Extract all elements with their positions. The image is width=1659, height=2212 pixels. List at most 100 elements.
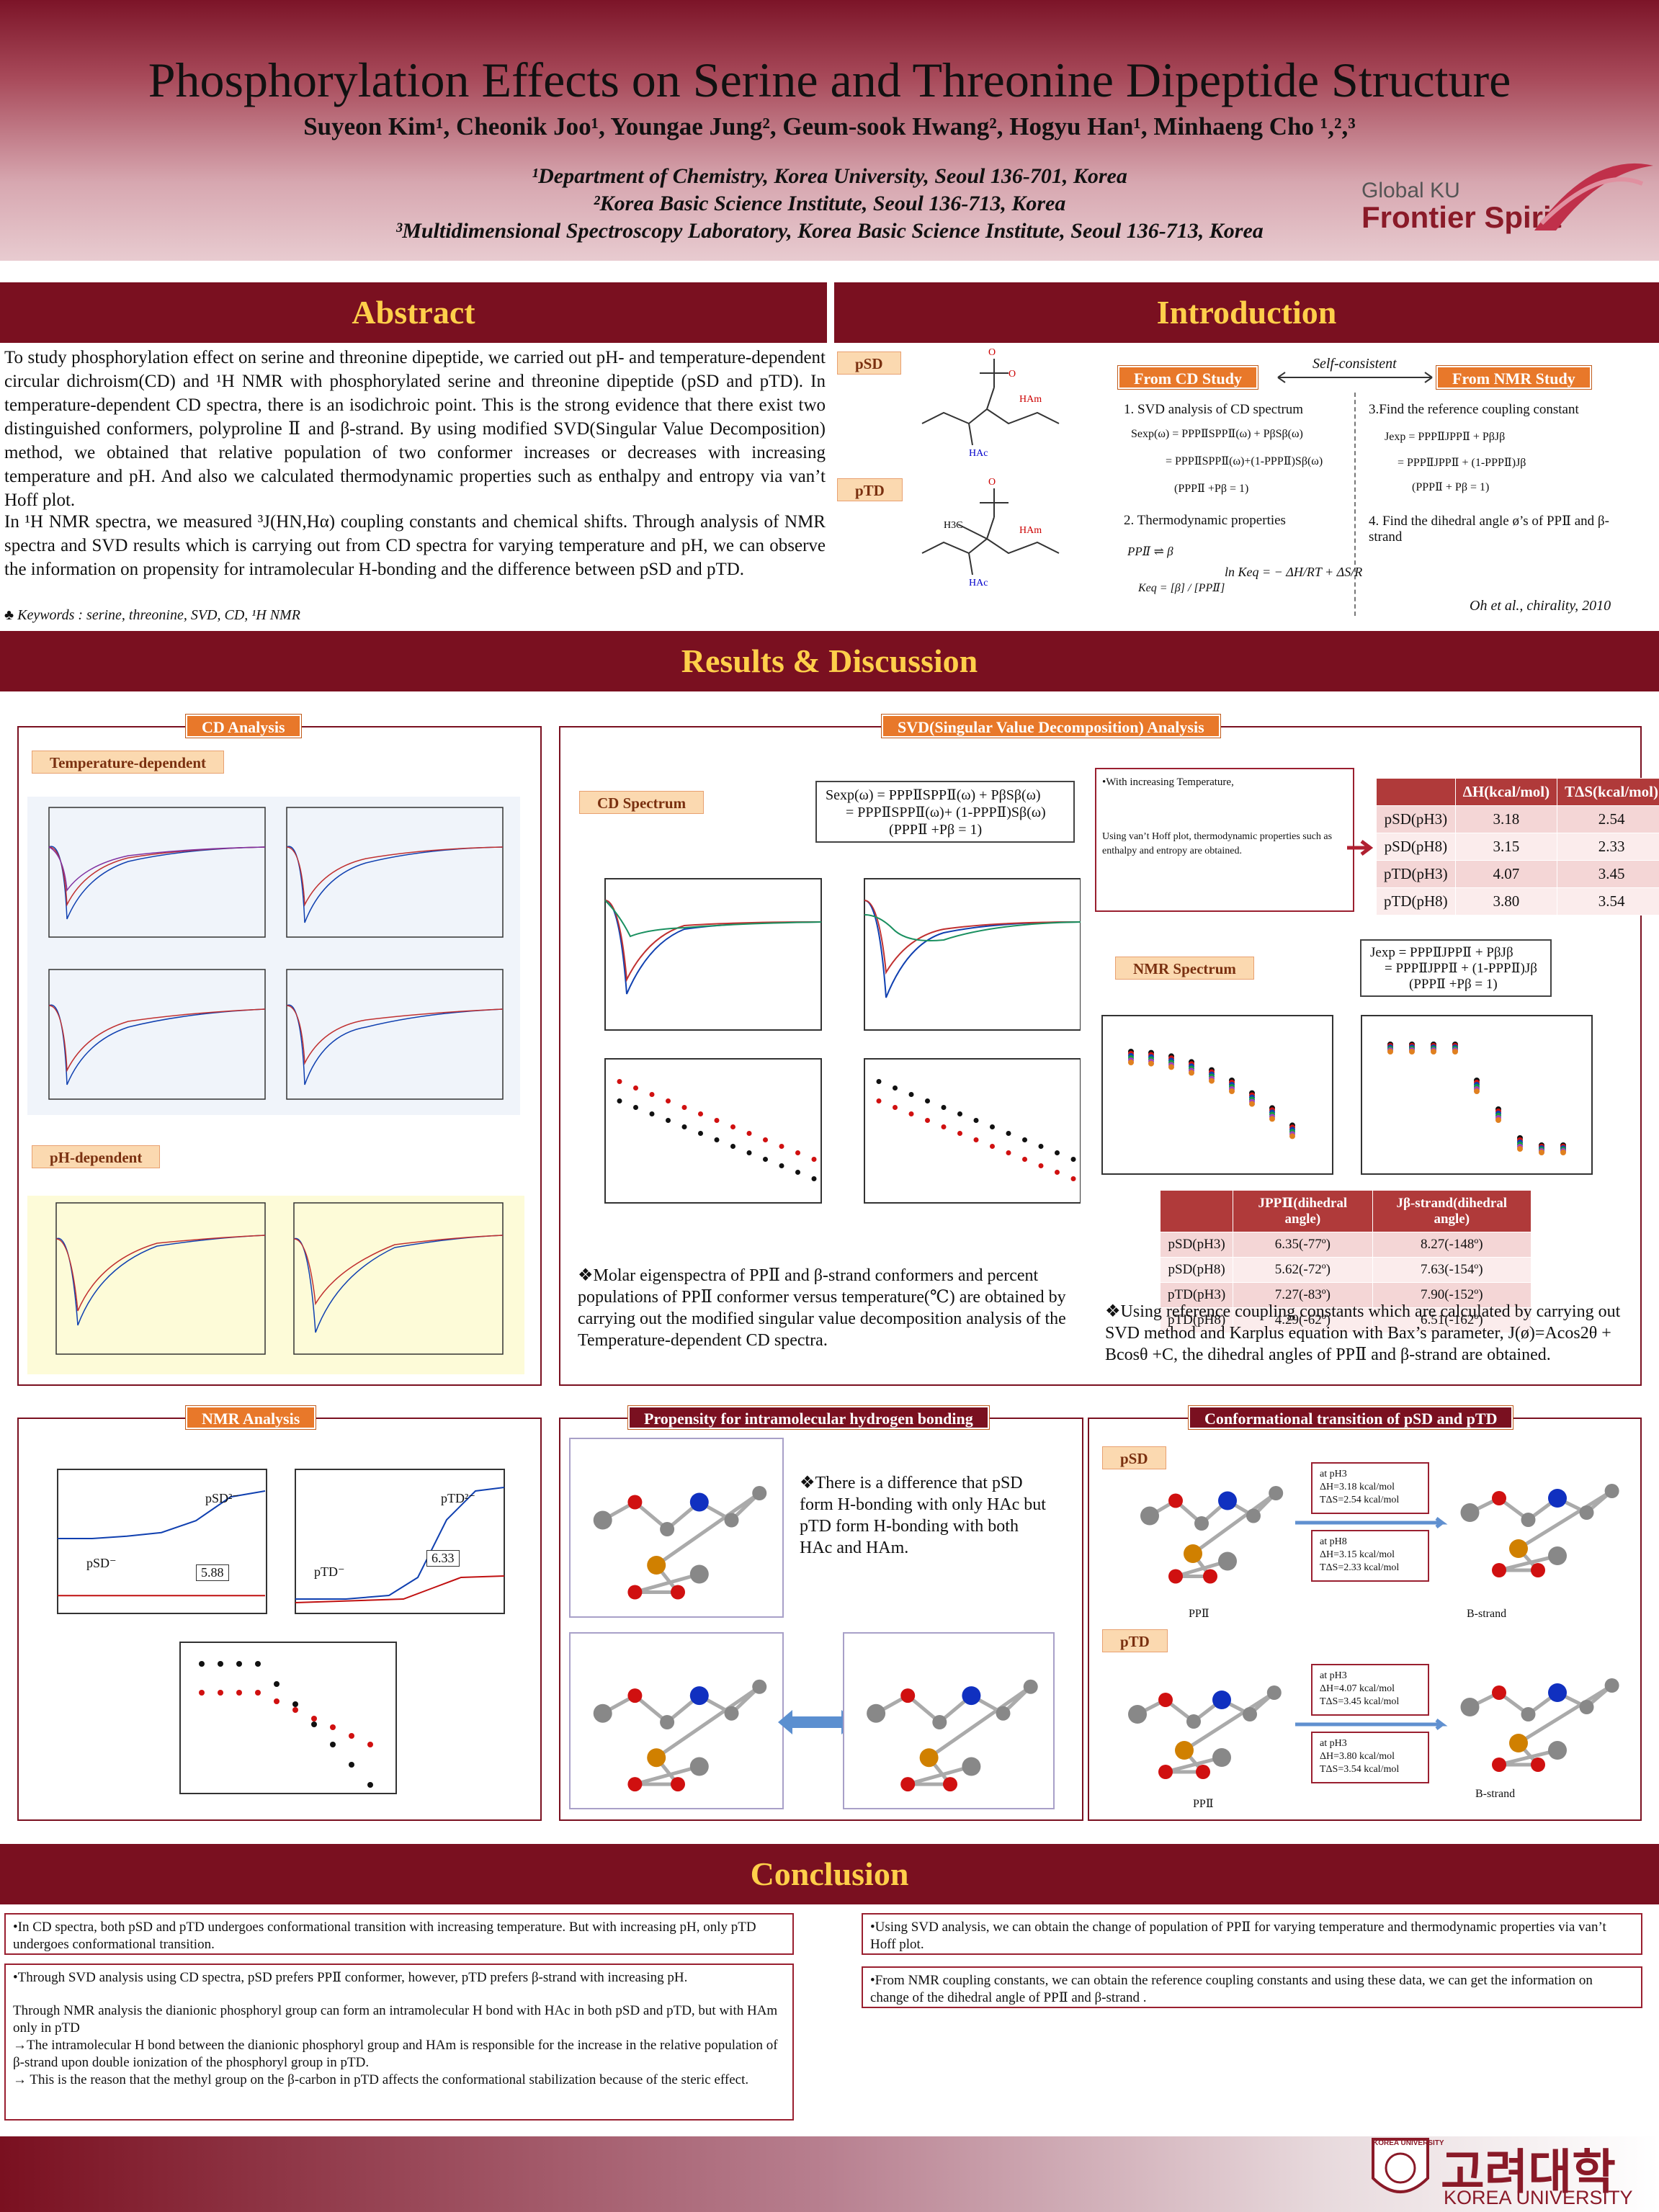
svd-eq-3: (PPPⅡ +Pβ = 1) xyxy=(889,822,983,838)
population-point xyxy=(666,1098,671,1103)
thermo-cell: pSD(pH8) xyxy=(1376,833,1456,861)
atom xyxy=(1243,1707,1257,1721)
intro-ptd-tag: pTD xyxy=(837,478,903,501)
population-point xyxy=(941,1105,947,1110)
ph-dependent-tag: pH-dependent xyxy=(32,1145,161,1168)
population-point xyxy=(779,1144,784,1149)
atom xyxy=(1168,1493,1183,1508)
population-point xyxy=(908,1111,914,1116)
hbond-note: ❖There is a difference that pSD form H-b… xyxy=(800,1474,1046,1557)
bond xyxy=(634,1572,700,1594)
population-point xyxy=(617,1079,622,1084)
population-point xyxy=(876,1098,882,1103)
population-point xyxy=(1038,1144,1044,1149)
population-point xyxy=(649,1111,655,1116)
psd-molecule-image xyxy=(569,1438,784,1618)
atom xyxy=(1218,1551,1237,1571)
psd-bstrand-label: B-strand xyxy=(1467,1608,1507,1620)
atom xyxy=(1548,1546,1567,1565)
population-point xyxy=(746,1150,752,1155)
coupling-point xyxy=(1560,1150,1566,1155)
population-point xyxy=(698,1131,703,1136)
atom xyxy=(1158,1765,1173,1779)
atom xyxy=(1492,1685,1506,1700)
atom xyxy=(1460,1698,1480,1716)
thermo-row: pTD(pH3) 4.07 3.45 xyxy=(1376,860,1659,888)
thermo-header-0 xyxy=(1376,778,1456,806)
population-point xyxy=(990,1124,995,1129)
conclusion-bullet-4: •From NMR coupling constants, we can obt… xyxy=(862,1966,1642,2008)
coupling-point xyxy=(1409,1049,1415,1054)
atom xyxy=(867,1703,886,1723)
population-point xyxy=(1070,1176,1076,1181)
population-point xyxy=(1006,1131,1011,1136)
intro-divider xyxy=(1354,393,1356,616)
atom xyxy=(1579,1505,1594,1520)
psd-ph3-box: at pH3 ΔH=3.18 kcal/mol TΔS=2.54 kcal/mo… xyxy=(1311,1462,1429,1514)
population-point xyxy=(763,1157,768,1162)
atom xyxy=(1492,1563,1506,1577)
population-point xyxy=(763,1137,768,1142)
coupling-cell: pTD(pH8) xyxy=(1159,1307,1234,1333)
thermo-header-1: ΔH(kcal/mol) xyxy=(1454,778,1558,806)
coupling-header-1: JPPⅡ(dihedral angle) xyxy=(1233,1190,1373,1232)
conf-ptd-tag: pTD xyxy=(1102,1629,1168,1652)
atom xyxy=(919,1748,939,1768)
population-point xyxy=(925,1118,930,1123)
coupling-header-0 xyxy=(1159,1190,1234,1232)
atom xyxy=(671,1777,685,1792)
coupling-point xyxy=(274,1698,280,1704)
temp-cd-spectra-icon xyxy=(48,807,504,1100)
vant-hoff-box: •With increasing Temperature, Using van’… xyxy=(1095,768,1354,912)
coupling-point xyxy=(218,1690,223,1696)
coupling-header-2: Jβ-strand(dihedral angle) xyxy=(1372,1190,1532,1232)
svg-text:HAc: HAc xyxy=(969,578,988,588)
molecule-icon xyxy=(867,1679,1038,1792)
logo-frontier-spirit: Frontier Spirit xyxy=(1361,200,1562,234)
thermo-cell: 3.18 xyxy=(1454,805,1558,833)
population-point xyxy=(811,1176,817,1181)
population-point xyxy=(893,1085,898,1091)
bond xyxy=(1517,1489,1613,1551)
atom xyxy=(1212,1691,1231,1709)
population-point xyxy=(811,1157,817,1162)
intro-k2: Keq = [β] / [PPⅡ] xyxy=(1138,582,1225,594)
ph-cd-plots xyxy=(27,1196,524,1374)
atom xyxy=(1509,1539,1528,1558)
nmr-analysis-panel xyxy=(17,1418,542,1821)
atom xyxy=(593,1703,612,1723)
bond xyxy=(1165,1755,1222,1774)
cd-spectrum-tag: CD Spectrum xyxy=(579,791,705,814)
population-point xyxy=(925,1098,930,1103)
atom xyxy=(627,1777,643,1792)
coupling-point xyxy=(292,1701,298,1707)
thermo-cell: 4.07 xyxy=(1454,860,1558,888)
population-point xyxy=(941,1124,947,1129)
coupling-point xyxy=(367,1782,373,1788)
label-psd1: pSD⁻ xyxy=(86,1556,117,1570)
abstract-paragraph-2: In ¹H NMR spectra, we measured ³J(HN,Hα)… xyxy=(4,512,826,579)
atom xyxy=(689,1492,709,1512)
bond xyxy=(1498,1554,1558,1572)
population-point xyxy=(893,1105,898,1110)
population-point xyxy=(746,1131,752,1136)
atom xyxy=(724,1513,739,1528)
atom xyxy=(900,1688,916,1703)
atom xyxy=(660,1715,675,1729)
coupling-point xyxy=(1209,1078,1215,1084)
coupling-point xyxy=(311,1721,317,1727)
intro-step-3: 3.Find the reference coupling constant xyxy=(1369,402,1579,417)
coupling-point xyxy=(1189,1070,1194,1076)
population-point xyxy=(649,1092,655,1097)
coupling-point xyxy=(199,1690,205,1696)
atom xyxy=(1548,1683,1567,1702)
atom xyxy=(671,1585,685,1600)
thermo-cell: pTD(pH8) xyxy=(1376,887,1456,915)
population-point xyxy=(1070,1157,1076,1162)
coupling-point xyxy=(1249,1101,1255,1107)
thermo-cell: 2.54 xyxy=(1557,805,1659,833)
jeq-3: (PPPⅡ +Pβ = 1) xyxy=(1409,977,1498,992)
affiliation-3: ³Multidimensional Spectroscopy Laborator… xyxy=(395,219,1264,243)
atom xyxy=(1196,1765,1210,1779)
population-point xyxy=(681,1124,687,1129)
